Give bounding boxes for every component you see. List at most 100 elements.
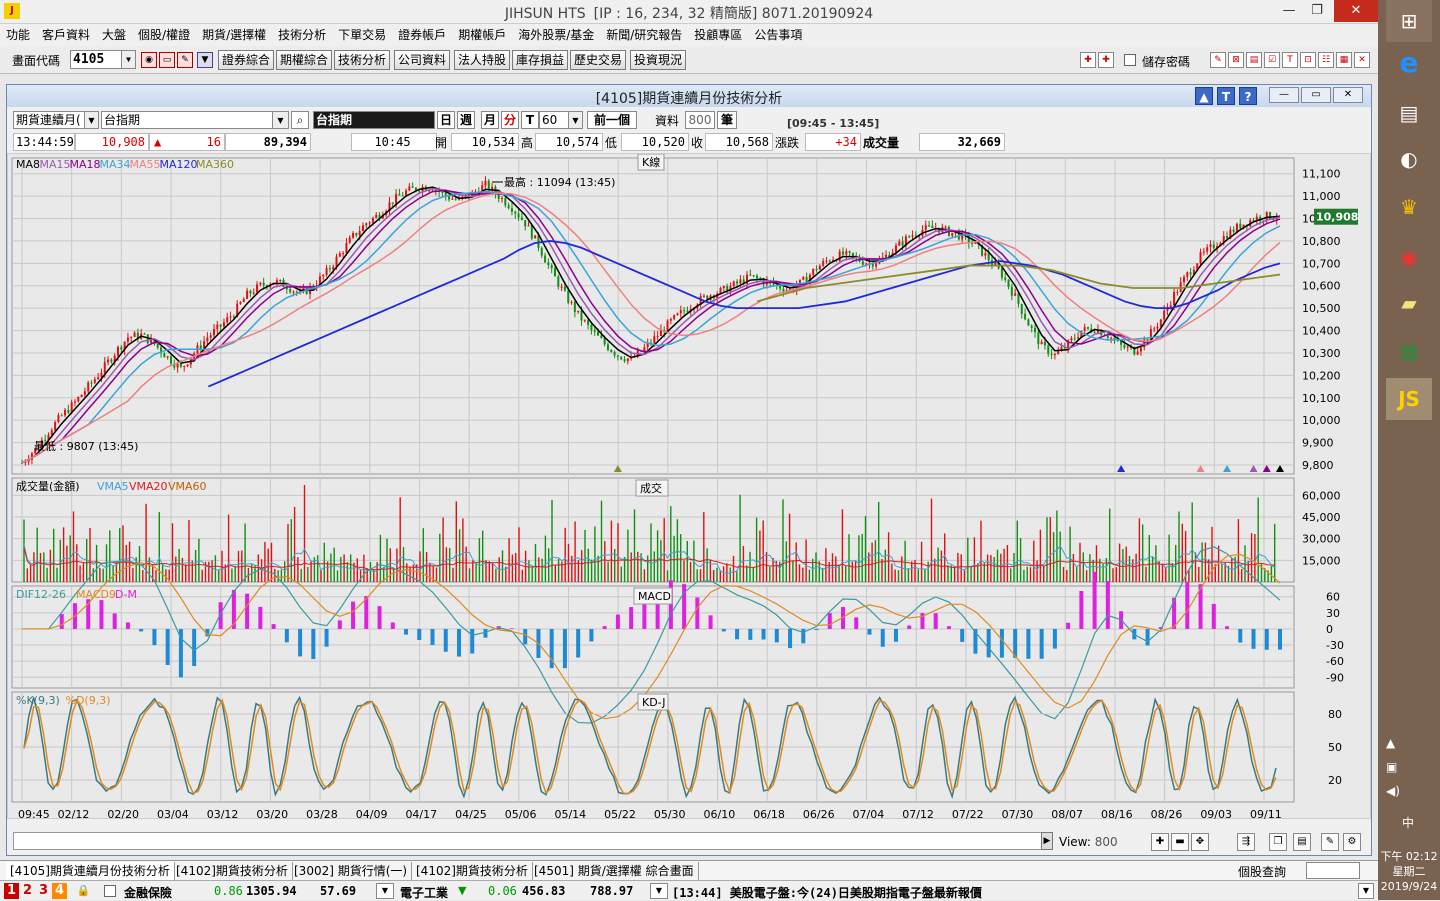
chevron-down-icon[interactable]: ▼	[84, 112, 98, 128]
draw-pen-icon[interactable]: ✎	[1321, 833, 1339, 851]
screen-tab-0[interactable]: [4105]期貨連續月份技術分析	[6, 862, 175, 880]
sticky-notes-icon[interactable]: ▰	[1401, 291, 1417, 315]
menu-item-12[interactable]: 公告事項	[754, 28, 803, 42]
data-count-input[interactable]: 800	[685, 111, 715, 129]
toolbar-button-3[interactable]: 公司資料	[394, 50, 450, 70]
lock-icon[interactable]: 🔒	[76, 884, 91, 897]
toolbar-button-0[interactable]: 證券綜合	[218, 50, 274, 70]
paint-icon[interactable]: ◐	[1400, 147, 1418, 171]
product-type-select[interactable]: 期貨連續月(▼	[13, 111, 99, 129]
save-password-checkbox[interactable]	[1124, 54, 1136, 66]
sub-restore-button[interactable]: ▭	[1301, 87, 1331, 103]
layout-4-button[interactable]: 4	[52, 883, 67, 899]
chevron-down-icon[interactable]: ▼	[650, 883, 668, 899]
close-button[interactable]: ✕	[1334, 0, 1378, 22]
zoom-in-icon[interactable]: ✚	[1151, 833, 1169, 851]
prev-button[interactable]: 前一個	[587, 111, 637, 129]
window-icon[interactable]: ▭	[159, 52, 175, 68]
layout-1-button[interactable]: 1	[4, 883, 19, 899]
search-icon[interactable]: ◉	[141, 52, 157, 68]
tool-f-icon[interactable]: ⊡	[1300, 52, 1316, 68]
menu-item-1[interactable]: 客戶資料	[42, 28, 91, 42]
copy-icon[interactable]: ❐	[1269, 833, 1287, 851]
tool-c-icon[interactable]: ▤	[1246, 52, 1262, 68]
excel-icon[interactable]: ▦	[1399, 339, 1419, 363]
menu-item-5[interactable]: 技術分析	[278, 28, 327, 42]
chart-canvas[interactable]: 09:45 02/12 02/20 03/04 03/12 03/20 03/28 04/09…	[8, 154, 1372, 820]
indicator-icon[interactable]: ⇶	[1237, 833, 1255, 851]
sub-minimize-button[interactable]: —	[1269, 87, 1299, 103]
period-chip-1[interactable]: 週	[457, 111, 475, 129]
menu-item-6[interactable]: 下單交易	[338, 28, 387, 42]
toolbar-button-4[interactable]: 法人持股	[454, 50, 510, 70]
edit-icon[interactable]: ✎	[177, 52, 193, 68]
up-arrow-icon[interactable]: ▲	[1195, 87, 1213, 105]
restore-button[interactable]: ❐	[1311, 3, 1323, 18]
chevron-down-icon[interactable]: ▼	[376, 883, 394, 899]
data-unit-button[interactable]: 筆	[717, 111, 737, 129]
jihsun-app-icon[interactable]: JS	[1386, 378, 1432, 420]
chevron-down-icon[interactable]: ▼	[1358, 883, 1374, 899]
tool-a-icon[interactable]: ✎	[1210, 52, 1226, 68]
chevron-down-icon[interactable]: ▼	[121, 51, 135, 68]
period-chip-2[interactable]: 月	[481, 111, 499, 129]
volume-icon[interactable]: ◀)	[1386, 784, 1400, 798]
news-ticker[interactable]: [13:44] 美股電子盤:今(24)日美股期指電子盤最新報價	[672, 886, 982, 900]
chart-scrollbar[interactable]	[13, 832, 1051, 850]
screen-tab-2[interactable]: [3002] 期貨行情(一)	[290, 862, 413, 880]
pan-icon[interactable]: ✥	[1191, 833, 1209, 851]
toolbar-button-6[interactable]: 歷史交易	[570, 50, 626, 70]
interval-select[interactable]: 60 ▼	[539, 111, 583, 129]
chevron-down-icon[interactable]: ▼	[568, 112, 582, 128]
screen-tab-1[interactable]: [4102]期貨技術分析	[172, 862, 293, 880]
period-chip-0[interactable]: 日	[437, 111, 455, 129]
status-checkbox[interactable]	[104, 885, 116, 897]
flag2-icon[interactable]: ✚	[1098, 52, 1114, 68]
chrome-icon[interactable]: ◉	[1400, 245, 1418, 269]
period-chip-4[interactable]: T	[521, 111, 539, 129]
table-icon[interactable]: ▤	[1293, 833, 1311, 851]
file-explorer-icon[interactable]: ▤	[1399, 101, 1419, 125]
layout-3-button[interactable]: 3	[38, 883, 49, 898]
menu-item-2[interactable]: 大盤	[102, 28, 127, 42]
scroll-right-arrow-icon[interactable]: ▶	[1041, 832, 1053, 850]
menu-item-4[interactable]: 期貨/選擇權	[202, 28, 267, 42]
sub-close-button[interactable]: ✕	[1333, 87, 1363, 103]
flag-icon[interactable]: ✚	[1080, 52, 1096, 68]
taskbar-clock[interactable]: 下午 02:12 星期二 2019/9/24	[1378, 849, 1440, 894]
menu-item-7[interactable]: 證券帳戶	[398, 28, 447, 42]
layout-2-button[interactable]: 2	[22, 883, 33, 898]
tool-b-icon[interactable]: ⊠	[1228, 52, 1244, 68]
windows-start-icon[interactable]: ⊞	[1386, 0, 1432, 42]
period-chip-3[interactable]: 分	[501, 111, 519, 129]
minimize-button[interactable]: —	[1282, 3, 1296, 18]
zoom-out-icon[interactable]: ▬	[1171, 833, 1189, 851]
stock-query-input[interactable]	[1306, 862, 1360, 879]
screen-tab-3[interactable]: [4102]期貨技術分析	[412, 862, 533, 880]
tool-g-icon[interactable]: ☷	[1318, 52, 1334, 68]
screen-tab-4[interactable]: [4501] 期貨/選擇權 綜合畫面	[530, 862, 699, 880]
chart-area[interactable]: 09:45 02/12 02/20 03/04 03/12 03/20 03/28 04/09…	[7, 153, 1372, 820]
tool-i-icon[interactable]: ✕	[1354, 52, 1370, 68]
help-icon[interactable]: ?	[1239, 87, 1257, 105]
ie-icon[interactable]: e	[1399, 46, 1419, 79]
tray-expand-icon[interactable]: ▲	[1386, 736, 1396, 750]
menu-item-9[interactable]: 海外股票/基金	[518, 28, 595, 42]
menu-item-10[interactable]: 新聞/研究報告	[606, 28, 683, 42]
toolbar-button-2[interactable]: 技術分析	[334, 50, 390, 70]
product-select[interactable]: 台指期 ▼	[101, 111, 289, 129]
menu-item-3[interactable]: 個股/權證	[138, 28, 191, 42]
tool-d-icon[interactable]: ☑	[1264, 52, 1280, 68]
menu-item-11[interactable]: 投顧專區	[694, 28, 743, 42]
tool-h-icon[interactable]: ▦	[1336, 52, 1352, 68]
menu-item-0[interactable]: 功能	[6, 28, 31, 42]
toolbar-button-1[interactable]: 期權綜合	[276, 50, 332, 70]
ime-indicator[interactable]: 中	[1402, 816, 1415, 830]
search-icon[interactable]: ⌕	[291, 111, 309, 129]
tool-e-icon[interactable]: T	[1282, 52, 1298, 68]
toolbar-button-7[interactable]: 投資現況	[630, 50, 686, 70]
text-icon[interactable]: T	[1217, 87, 1235, 105]
dropdown-icon[interactable]: ▼	[197, 52, 213, 68]
menu-item-8[interactable]: 期權帳戶	[458, 28, 507, 42]
settings-gear-icon[interactable]: ⚙	[1343, 833, 1361, 851]
